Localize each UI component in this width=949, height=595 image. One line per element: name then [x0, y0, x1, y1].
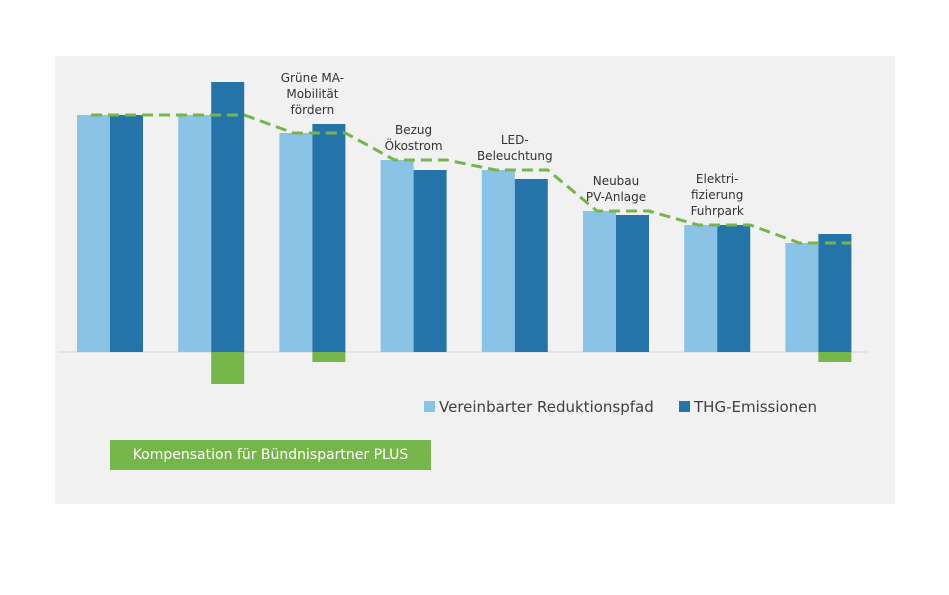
bar-thg-emissionen-3	[312, 124, 346, 352]
annotation-3-line-2: Mobilität	[286, 87, 338, 101]
bar-reduktionspfad-8	[785, 243, 819, 352]
annotation-7-line-1: Elektri-	[696, 172, 739, 186]
bar-reduktionspfad-4	[380, 160, 414, 352]
legend-swatch-thg-emissionen	[679, 401, 690, 412]
bar-reduktionspfad-7	[684, 225, 718, 352]
annotation-3-line-1: Grüne MA-	[281, 71, 344, 85]
annotation-7-line-2: fizierung	[691, 188, 743, 202]
bar-reduktionspfad-5	[481, 170, 515, 352]
bar-thg-emissionen-6	[616, 215, 649, 352]
bar-thg-emissionen-7	[717, 225, 751, 352]
annotation-6-line-2: PV-Anlage	[586, 190, 646, 204]
bar-kompensation-3	[312, 352, 346, 362]
legend-label-reduktionspfad: Vereinbarter Reduktionspfad	[439, 398, 654, 416]
annotation-6-line-1: Neubau	[593, 174, 640, 188]
reduction-path-line	[91, 113, 852, 245]
bar-thg-emissionen-4	[413, 170, 447, 352]
annotation-4-line-2: Ökostrom	[385, 137, 443, 153]
annotation-3-line-3: fördern	[291, 103, 335, 117]
legend-label-thg-emissionen: THG-Emissionen	[693, 398, 817, 416]
bar-thg-emissionen-2	[211, 82, 245, 352]
annotation-5-line-1: LED-	[501, 133, 529, 147]
annotation-5-line-2: Beleuchtung	[477, 149, 553, 163]
bar-reduktionspfad-3	[279, 133, 313, 352]
bar-reduktionspfad-6	[583, 211, 616, 352]
annotation-4-line-1: Bezug	[395, 123, 432, 137]
legend-swatch-reduktionspfad	[424, 401, 435, 412]
bar-reduktionspfad-1	[77, 115, 110, 352]
annotation-7-line-3: Fuhrpark	[691, 204, 744, 218]
bar-kompensation-2	[211, 352, 245, 384]
bar-reduktionspfad-2	[178, 115, 212, 352]
bar-thg-emissionen-5	[514, 179, 548, 352]
compensation-badge: Kompensation für Bündnispartner PLUS	[110, 440, 431, 470]
bar-thg-emissionen-8	[818, 234, 852, 352]
bar-kompensation-8	[818, 352, 852, 362]
bar-thg-emissionen-1	[110, 115, 143, 352]
